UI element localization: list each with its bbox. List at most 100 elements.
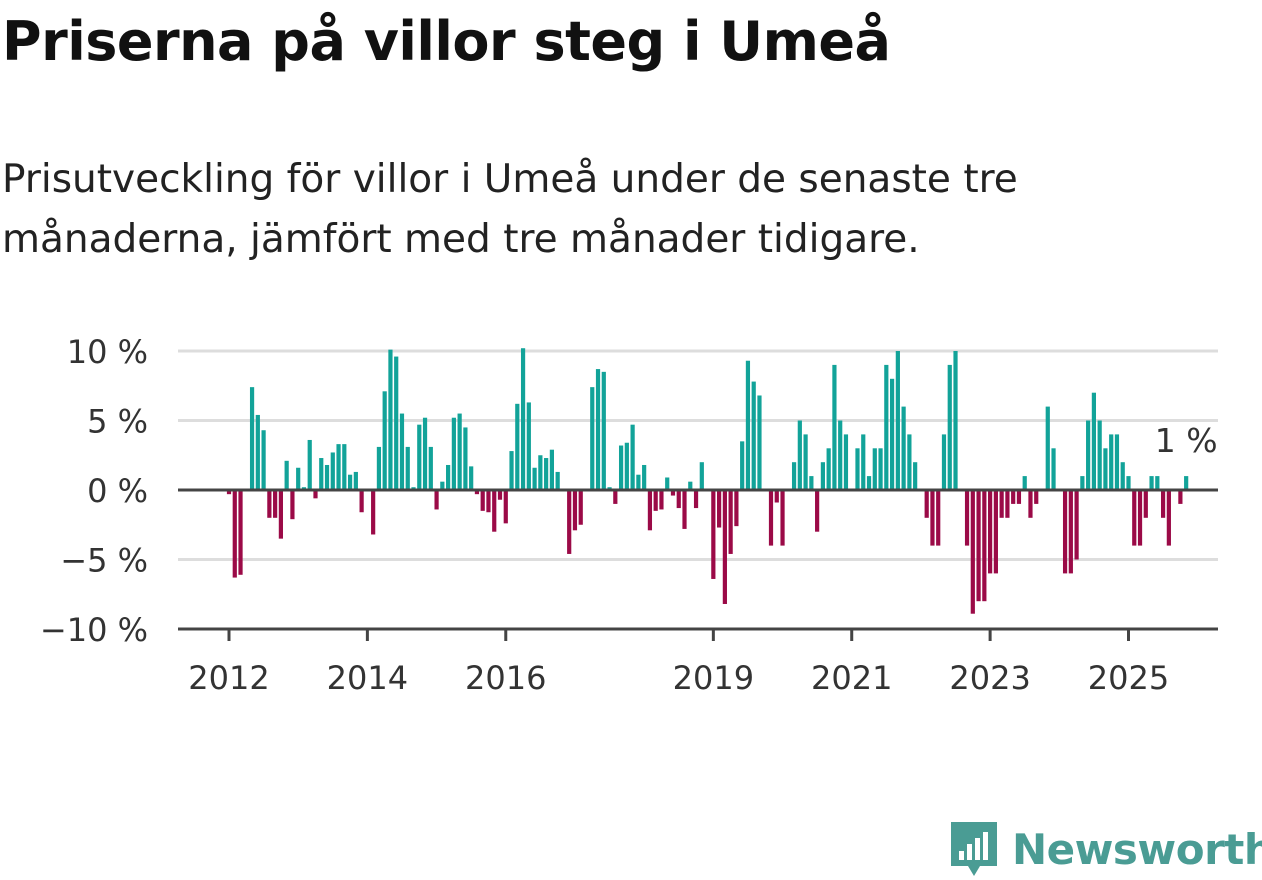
- bar: [434, 490, 439, 510]
- bar: [613, 490, 618, 504]
- bar: [526, 402, 531, 490]
- bar: [734, 490, 739, 527]
- bar: [376, 446, 382, 490]
- x-tick-label: 2023: [949, 659, 1030, 697]
- bar: [970, 490, 975, 614]
- bar: [1132, 490, 1137, 546]
- bar: [353, 471, 358, 490]
- bar: [1184, 476, 1189, 490]
- bar: [636, 474, 641, 490]
- bar: [1016, 490, 1022, 504]
- bar: [924, 490, 929, 518]
- bar: [1074, 490, 1079, 560]
- bar: [722, 490, 727, 604]
- bar: [1045, 406, 1050, 490]
- bar: [711, 490, 716, 579]
- bar: [1160, 490, 1166, 518]
- bar: [371, 490, 376, 535]
- bar: [670, 490, 676, 496]
- brand-name: Newsworthy: [1012, 824, 1262, 874]
- bar: [774, 490, 779, 503]
- bar: [238, 490, 243, 575]
- bar: [855, 448, 860, 490]
- bar: [440, 481, 445, 490]
- brand: Newsworthy: [948, 818, 1262, 880]
- bar: [347, 474, 353, 490]
- bar: [451, 417, 456, 490]
- bar: [717, 490, 722, 528]
- bar: [1086, 420, 1091, 490]
- bar: [1120, 462, 1125, 490]
- bar: [1103, 448, 1108, 490]
- bar: [330, 452, 335, 490]
- bar: [642, 464, 647, 490]
- bar: [647, 490, 653, 531]
- bar: [936, 490, 941, 546]
- y-tick-label: 0 %: [87, 472, 148, 510]
- bar: [1091, 392, 1096, 490]
- bar: [1022, 476, 1027, 490]
- bar: [618, 445, 624, 490]
- bar: [1011, 490, 1016, 504]
- bar: [930, 490, 935, 546]
- bar: [889, 378, 895, 490]
- bar: [267, 490, 272, 518]
- bar: [1097, 420, 1102, 490]
- bar: [457, 413, 462, 490]
- bar: [319, 458, 324, 490]
- bar: [780, 490, 785, 546]
- bar: [953, 351, 958, 490]
- bar: [474, 490, 480, 495]
- x-tick-label: 2025: [1088, 659, 1169, 697]
- y-tick-label: 10 %: [67, 333, 148, 371]
- y-tick-label: −5 %: [60, 542, 148, 580]
- x-axis: 2012 2014 2016 2019 2021 2023 2025: [178, 627, 1218, 697]
- bar: [797, 420, 802, 490]
- bar: [359, 490, 364, 513]
- bar: [843, 434, 849, 490]
- bar: [232, 490, 237, 578]
- bar: [1143, 490, 1148, 518]
- bar: [913, 462, 918, 490]
- x-tick-label: 2014: [327, 659, 408, 697]
- y-tick-label: 5 %: [87, 403, 148, 441]
- bar: [815, 490, 820, 532]
- bar: [1062, 490, 1068, 574]
- bar: [624, 442, 629, 490]
- bar: [826, 448, 831, 490]
- bar: [1028, 490, 1033, 518]
- bar: [740, 441, 745, 490]
- bar: [417, 424, 422, 490]
- bar: [838, 420, 843, 490]
- bar: [1034, 490, 1039, 504]
- bar: [884, 364, 889, 490]
- bar: [982, 490, 987, 602]
- chart-subtitle: Prisutveckling för villor i Umeå under d…: [2, 157, 1018, 262]
- gridlines: [178, 349, 1218, 561]
- bar: [1137, 490, 1143, 546]
- bar: [993, 490, 998, 574]
- bar: [688, 481, 693, 490]
- bar: [1005, 490, 1010, 518]
- bar: [595, 369, 601, 490]
- bar: [486, 490, 491, 513]
- bar: [872, 448, 877, 490]
- y-axis: 10 % 5 % 0 % −5 % −10 %: [40, 333, 148, 649]
- bar: [567, 490, 572, 554]
- bar: [572, 490, 578, 531]
- bar: [901, 406, 906, 490]
- bar: [820, 462, 825, 490]
- bar: [394, 356, 399, 490]
- bar: [503, 490, 508, 524]
- bar: [261, 430, 266, 490]
- bar: [1109, 434, 1114, 490]
- bar: [469, 466, 474, 490]
- bar: [336, 444, 341, 490]
- bar: [382, 391, 387, 490]
- bar: [665, 477, 670, 490]
- x-tick-label: 2016: [465, 659, 546, 697]
- bar: [964, 490, 970, 546]
- bar: [999, 490, 1004, 518]
- bar: [682, 490, 687, 529]
- bar: [296, 467, 301, 490]
